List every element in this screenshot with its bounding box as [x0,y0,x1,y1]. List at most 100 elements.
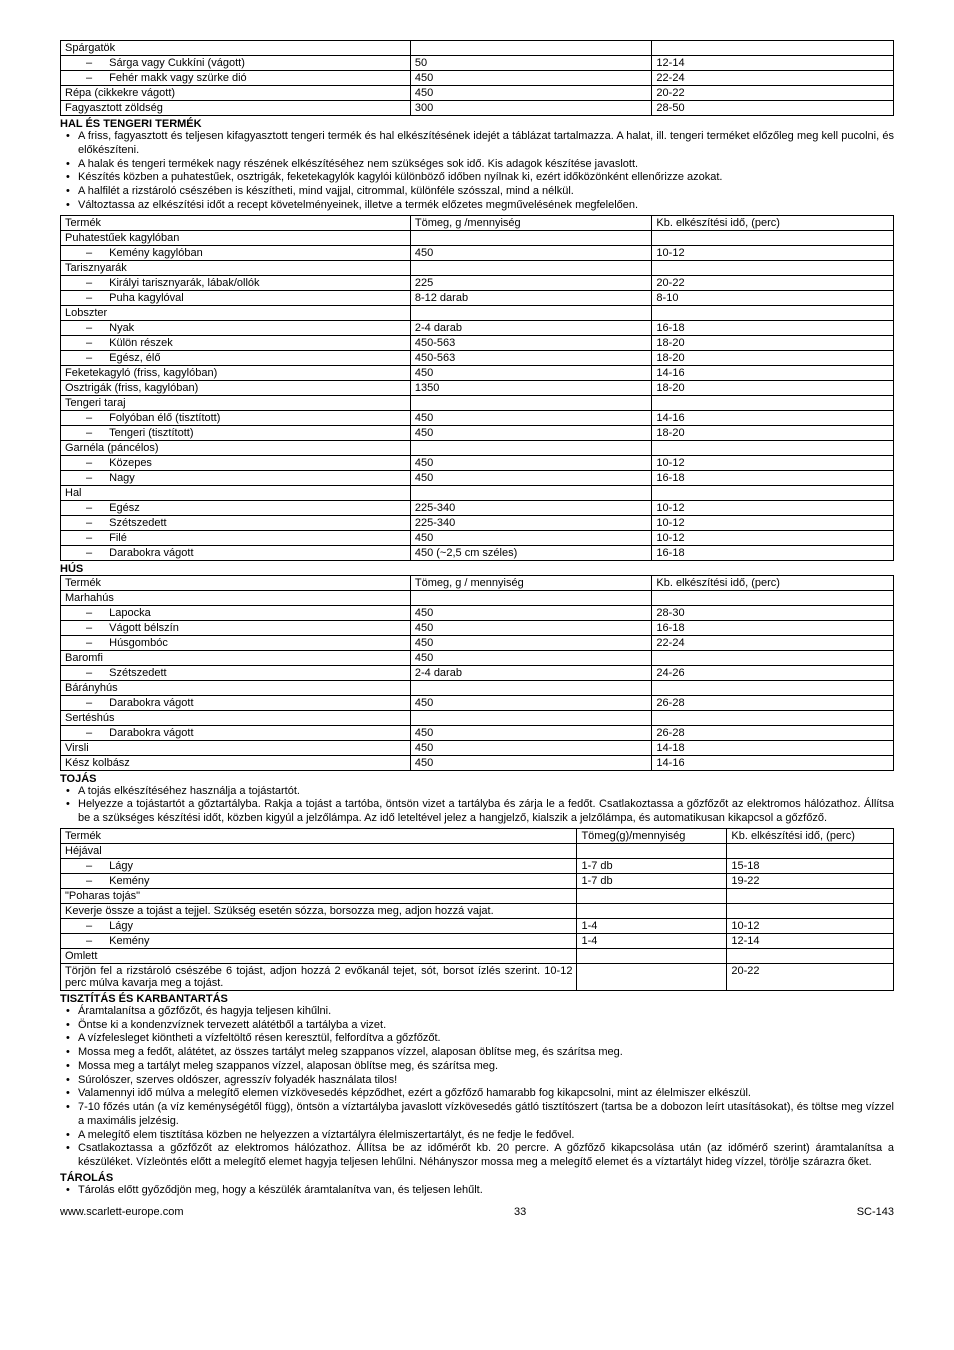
table-cell: Kemény [61,873,577,888]
table-row: Spárgatök [61,41,894,56]
table-cell: Lapocka [61,605,411,620]
table-row: Nagy45016-18 [61,470,894,485]
table-cell: Spárgatök [61,41,411,56]
table-cell [652,485,894,500]
table-cell: Királyi tarisznyarák, lábak/ollók [61,275,411,290]
table-row: Lobszter [61,305,894,320]
table-row: Héjával [61,843,894,858]
table-cell: 450 [410,71,652,86]
table-cell: Húsgombóc [61,635,411,650]
table-cell: Puha kagylóval [61,290,411,305]
table-cell: 450 [410,695,652,710]
table-cell: Marhahús [61,590,411,605]
table-cell: Darabokra vágott [61,695,411,710]
table-cell: 15-18 [727,858,894,873]
bullet-item: Áramtalanítsa a gőzfőzőt, és hagyja telj… [60,1005,894,1019]
table-row: Baromfi450 [61,650,894,665]
table-cell: Bárányhús [61,680,411,695]
table-cell: 20-22 [652,275,894,290]
footer-left: www.scarlett-europe.com [60,1206,184,1218]
table-header-cell: Tömeg, g /mennyiség [410,215,652,230]
table-cell: 10-12 [652,500,894,515]
table-cell [410,260,652,275]
table-row: "Poharas tojás" [61,888,894,903]
table-row: Kész kolbász45014-16 [61,755,894,770]
table-cell: Nagy [61,470,411,485]
table-cell: Garnéla (páncélos) [61,440,411,455]
table-row: Virsli45014-18 [61,740,894,755]
table-header-cell: Termék [61,575,411,590]
table-row: Hal [61,485,894,500]
table-cell: 450-563 [410,350,652,365]
table-cell [410,440,652,455]
table-row: Kemény1-412-14 [61,933,894,948]
table-cell: 450 [410,365,652,380]
table-cell: Lágy [61,858,577,873]
table-cell: Darabokra vágott [61,725,411,740]
bullet-item: Mossa meg a tartályt meleg szappanos víz… [60,1060,894,1074]
table-cell: Egész [61,500,411,515]
table-cell: Kemény kagylóban [61,245,411,260]
table-cell [410,230,652,245]
table-cell [577,963,727,990]
table-row: Lágy1-410-12 [61,918,894,933]
table-row: Darabokra vágott45026-28 [61,725,894,740]
bullet-item: A melegítő elem tisztítása közben ne hel… [60,1129,894,1143]
table-cell: Kemény [61,933,577,948]
table-cell: 28-50 [652,101,894,116]
table-cell: 10-12 [652,530,894,545]
table-cell: 450 [410,425,652,440]
table-cell: 1-7 db [577,858,727,873]
table-cell: 1-4 [577,933,727,948]
section-title-tiszt: TISZTÍTÁS ÉS KARBANTARTÁS [60,993,894,1005]
section-title-hus: HÚS [60,563,894,575]
bullets-tarolas: Tárolás előtt győződjön meg, hogy a kész… [60,1184,894,1198]
table-cell: Tengeri taraj [61,395,411,410]
table-cell: Vágott bélszín [61,620,411,635]
table-row: Darabokra vágott45026-28 [61,695,894,710]
table-row: Répa (cikkekre vágott)45020-22 [61,86,894,101]
table-header-cell: Termék [61,828,577,843]
table-row: Lágy1-7 db15-18 [61,858,894,873]
table-cell [577,843,727,858]
table-cell [652,710,894,725]
table-cell: 450 [410,410,652,425]
table-header-cell: Tömeg(g)/mennyiség [577,828,727,843]
bullet-item: Tárolás előtt győződjön meg, hogy a kész… [60,1184,894,1198]
table-cell: Sárga vagy Cukkíni (vágott) [61,56,411,71]
bullet-item: A tojás elkészítéséhez használja a tojás… [60,785,894,799]
table-cell: 450 [410,530,652,545]
table-cell: 450 [410,740,652,755]
table-cell: Lobszter [61,305,411,320]
table-cell: Feketekagyló (friss, kagylóban) [61,365,411,380]
table-cell: 225 [410,275,652,290]
bullet-item: 7-10 főzés után (a víz keménységétől füg… [60,1101,894,1129]
table-cell: 18-20 [652,350,894,365]
table-cell: 450 [410,725,652,740]
table-row: Kemény1-7 db19-22 [61,873,894,888]
table-cell: Hal [61,485,411,500]
table-cell: 16-18 [652,470,894,485]
table-cell: Virsli [61,740,411,755]
footer-right: SC-143 [857,1206,894,1218]
table-cell: Egész, élő [61,350,411,365]
table-cell: Puhatestűek kagylóban [61,230,411,245]
table-cell [652,440,894,455]
table-cell: 450 (~2,5 cm széles) [410,545,652,560]
table-cell: Törjön fel a rizstároló csészébe 6 tojás… [61,963,577,990]
table-cell: 22-24 [652,635,894,650]
table-cell: 450 [410,650,652,665]
table-cell [410,485,652,500]
table-cell: Héjával [61,843,577,858]
table-cell: 16-18 [652,320,894,335]
section-title-hal: HAL ÉS TENGERI TERMÉK [60,118,894,130]
table-cell: 450 [410,245,652,260]
table-cell: Fehér makk vagy szürke dió [61,71,411,86]
section-title-tojas: TOJÁS [60,773,894,785]
table-row: Tengeri taraj [61,395,894,410]
table-cell: Nyak [61,320,411,335]
table-cell: Folyóban élő (tisztított) [61,410,411,425]
table-cell: Szétszedett [61,665,411,680]
table-row: Folyóban élő (tisztított)45014-16 [61,410,894,425]
bullet-item: A vízfelesleget kiöntheti a vízfeltöltő … [60,1032,894,1046]
